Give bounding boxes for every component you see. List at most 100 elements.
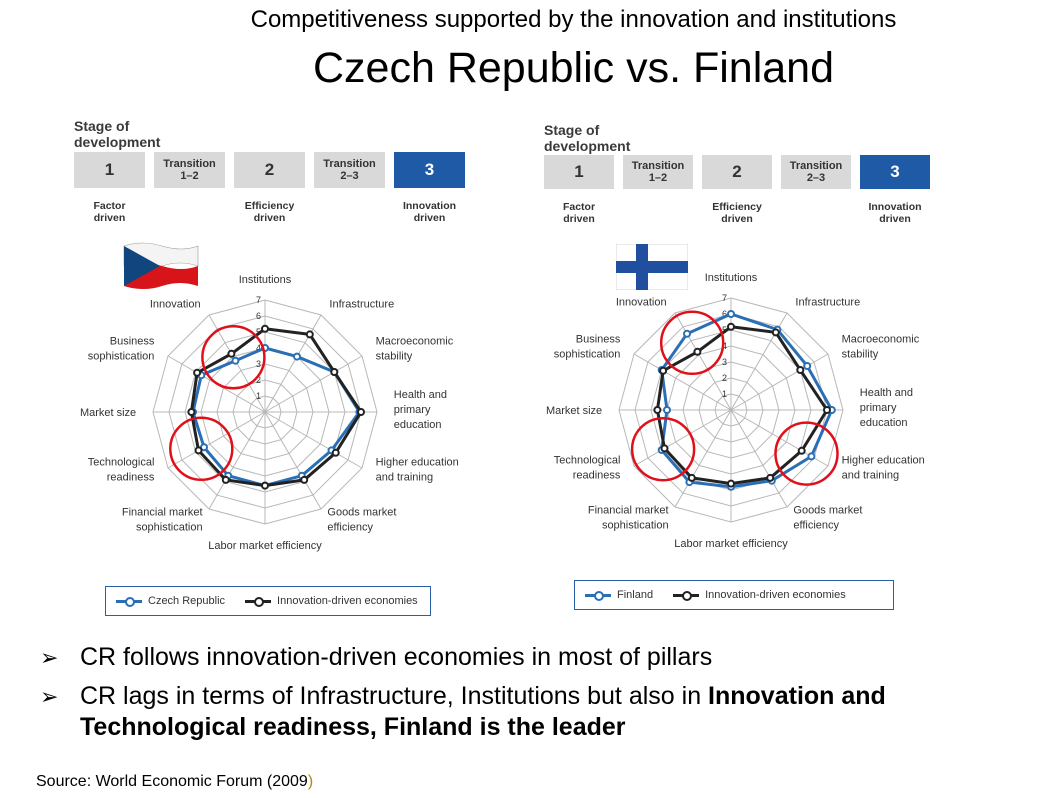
radar-spoke <box>167 411 266 469</box>
radar-spoke <box>264 411 363 469</box>
country-data-point <box>200 443 208 452</box>
benchmark-data-point <box>331 448 340 457</box>
benchmark-data-point <box>727 479 735 488</box>
benchmark-data-point <box>653 406 662 414</box>
finland-flag-icon <box>616 244 688 290</box>
radar-category-label-line: Infrastructure <box>795 296 860 308</box>
radar-category-label: Technological readiness <box>88 456 155 483</box>
radar-tick-label: 4 <box>256 343 261 353</box>
legend-label-benchmark: Innovation-driven economies <box>705 589 846 601</box>
radar-category-label-line: Market size <box>546 405 602 417</box>
radar-category-label-line: Technological <box>554 454 621 466</box>
radar-category-label-line: efficiency <box>793 520 839 532</box>
radar-tick-label: 7 <box>722 293 727 303</box>
radar-category-label-line: Institutions <box>705 272 758 284</box>
radar-category-label: Infrastructure <box>329 298 394 310</box>
bullet-bold-text: Innovation and Technological readiness, … <box>80 682 886 741</box>
legend-swatch-benchmark <box>673 590 700 601</box>
radar-spoke <box>730 353 829 411</box>
radar-category-label: Higher education and training <box>842 454 925 481</box>
radar-category-label: Business sophistication <box>88 336 155 363</box>
benchmark-data-point <box>187 408 196 416</box>
radar-category-label-line: stability <box>376 351 413 363</box>
radar-category-label: Technological readiness <box>554 454 621 481</box>
finland-legend: Finland Innovation-driven economies <box>574 580 894 610</box>
radar-tick-label: 6 <box>722 309 727 319</box>
benchmark-data-point <box>659 366 668 375</box>
radar-category-label-line: Business <box>110 336 155 348</box>
radar-category-label-line: sophistication <box>602 520 669 532</box>
bullet-text: CR lags in terms of Infrastructure, Inst… <box>80 682 709 710</box>
radar-spoke <box>633 353 732 411</box>
radar-tick-label: 4 <box>722 341 727 351</box>
radar-category-label-line: sophistication <box>136 522 203 534</box>
slide-title-line2: Czech Republic vs. Finland <box>312 44 835 92</box>
benchmark-data-point <box>660 444 669 453</box>
slide-title-line1: Competitiveness supported by the innovat… <box>250 6 897 33</box>
radar-category-label-line: stability <box>842 349 879 361</box>
radar-category-label-line: Technological <box>88 456 155 468</box>
radar-category-label-line: Higher education <box>842 454 925 466</box>
bullet-item: ➢ CR follows innovation-driven economies… <box>40 642 1030 673</box>
stage-caption-factor: Factor driven <box>93 200 126 224</box>
legend-label-benchmark: Innovation-driven economies <box>277 595 418 607</box>
stage-box-3: 3 <box>860 155 930 189</box>
legend-label-country: Czech Republic <box>148 595 226 607</box>
radar-spoke <box>264 355 363 413</box>
radar-category-label-line: efficiency <box>327 522 373 534</box>
radar-tick-label: 7 <box>256 295 261 305</box>
radar-category-label: Goods market efficiency <box>793 505 862 532</box>
stage-caption-innovation: Innovation driven <box>402 200 457 224</box>
legend-item-benchmark: Innovation-driven economies <box>673 589 846 601</box>
radar-spoke <box>264 411 322 510</box>
benchmark-series-line <box>655 325 829 486</box>
legend-swatch-benchmark <box>245 596 272 607</box>
radar-category-label-line: primary <box>394 404 431 416</box>
radar-category-label: Innovation <box>150 298 201 310</box>
radar-tick-label: 1 <box>256 391 261 401</box>
radar-category-label: Goods market efficiency <box>327 507 396 534</box>
radar-category-label-line: Institutions <box>239 274 292 286</box>
radar-category-label: Higher education and training <box>376 456 459 483</box>
stage-caption-efficiency: Efficiency driven <box>712 201 762 225</box>
source-text: Source: World Economic Forum (2009 <box>36 773 308 790</box>
benchmark-data-point <box>261 481 269 490</box>
czech-radar-chart: 1234567InstitutionsInfrastructureMacroec… <box>80 274 459 552</box>
radar-category-label-line: sophistication <box>554 349 621 361</box>
radar-category-label-line: Macroeconomic <box>842 334 920 346</box>
legend-swatch-country <box>585 590 611 601</box>
radar-category-label-line: education <box>860 417 908 429</box>
radar-tick-label: 1 <box>722 389 727 399</box>
stage-box-2: 2 <box>234 152 305 188</box>
stage-box-transition-2-3: Transition 2–3 <box>781 155 851 189</box>
country-data-point <box>231 356 240 365</box>
radar-category-label-line: readiness <box>107 471 155 483</box>
stage-caption-efficiency: Efficiency driven <box>244 200 295 224</box>
benchmark-data-point <box>330 368 339 376</box>
radar-category-label: Financial market sophistication <box>122 507 203 534</box>
highlight-circle <box>201 325 266 390</box>
benchmark-data-point <box>796 366 805 374</box>
radar-category-label-line: and training <box>376 471 434 483</box>
benchmark-data-point <box>305 330 314 339</box>
radar-category-label: Macroeconomic stability <box>842 334 920 361</box>
highlight-circle <box>774 421 839 486</box>
source-note: Source: World Economic Forum (2009) <box>36 773 313 791</box>
czech-legend: Czech Republic Innovation-driven economi… <box>105 586 431 616</box>
radar-category-label-line: Financial market <box>588 505 669 517</box>
stage-box-transition-1-2: Transition 1–2 <box>623 155 693 189</box>
benchmark-data-point <box>261 324 269 333</box>
radar-tick-label: 6 <box>256 311 261 321</box>
radar-spoke <box>674 409 732 508</box>
benchmark-data-point <box>227 349 236 358</box>
radar-tick-label: 2 <box>256 375 261 385</box>
radar-category-label-line: Business <box>576 334 621 346</box>
legend-item-benchmark: Innovation-driven economies <box>245 595 418 607</box>
radar-spoke <box>633 409 732 467</box>
radar-category-label-line: Goods market <box>327 507 396 519</box>
benchmark-data-point <box>771 328 780 337</box>
radar-category-label-line: readiness <box>573 469 621 481</box>
country-data-point <box>803 362 812 370</box>
benchmark-data-point <box>687 473 696 482</box>
radar-category-label: Institutions <box>705 272 758 284</box>
